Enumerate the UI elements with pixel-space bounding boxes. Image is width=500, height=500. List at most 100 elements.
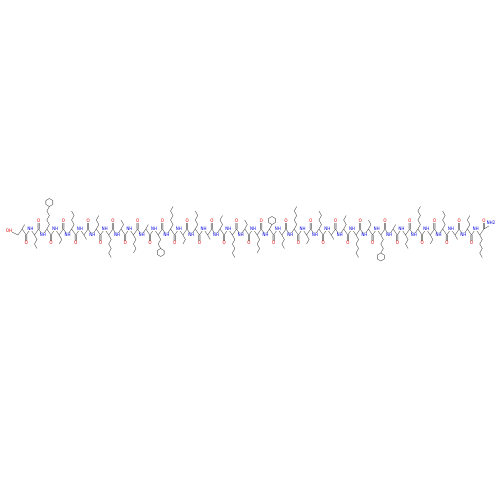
label-mask (336, 233, 343, 237)
nitrogen-label: NH (411, 232, 417, 237)
side-chain-bond (442, 210, 446, 230)
side-chain-bond (157, 234, 161, 249)
nitrogen-label: NH (114, 232, 120, 237)
label-mask (64, 233, 71, 237)
label-mask (237, 233, 244, 237)
oxygen-label: O (185, 218, 188, 223)
nitrogen-label: NH (40, 232, 46, 237)
side-chain-bond (454, 234, 458, 240)
label-mask (262, 233, 269, 237)
side-chain-bond (269, 224, 273, 230)
oxygen-label: O (37, 218, 40, 223)
side-chain-bond (207, 234, 211, 240)
oxygen-label: O (198, 240, 201, 245)
label-mask (89, 233, 96, 237)
oxygen-label: O (223, 240, 226, 245)
nitrogen-label: NH (188, 232, 194, 237)
nitrogen-label: NH (324, 226, 330, 231)
label-mask (113, 233, 120, 237)
label-mask (299, 227, 306, 231)
label-mask (138, 233, 145, 237)
oxygen-label: O (124, 240, 127, 245)
label-mask (373, 227, 380, 231)
oxygen-label: O (99, 240, 102, 245)
terminal-label: OH (6, 228, 12, 233)
side-chain-bond (232, 234, 236, 258)
label-mask (76, 227, 83, 231)
nitrogen-label: NH (312, 232, 318, 237)
nitrogen-label: NH (349, 226, 355, 231)
label-mask (200, 227, 207, 231)
label-mask (27, 227, 34, 231)
nitrogen-label: NH (64, 232, 70, 237)
nitrogen-label: NH (52, 226, 58, 231)
side-chain-bond (430, 234, 434, 245)
side-chain-bond (59, 234, 63, 245)
oxygen-label: O (433, 218, 436, 223)
label-mask (460, 233, 467, 237)
nitrogen-label: NH (213, 232, 219, 237)
label-mask (39, 233, 46, 237)
oxygen-label: O (322, 240, 325, 245)
label-mask (52, 227, 59, 231)
side-chain-bond (343, 215, 347, 230)
side-chain-bond (417, 206, 421, 230)
label-mask (435, 233, 442, 237)
label-mask (287, 233, 294, 237)
label-mask (410, 233, 417, 237)
terminal-bond (483, 225, 490, 230)
side-chain-bond (219, 215, 223, 230)
label-mask (225, 227, 232, 231)
side-chain-bond (21, 224, 25, 230)
nitrogen-label: NH (102, 226, 108, 231)
nitrogen-label: NH (151, 226, 157, 231)
label-mask (348, 227, 355, 231)
oxygen-label: O (408, 218, 411, 223)
terminal-label: NH2 (487, 220, 496, 225)
nitrogen-label: NH (262, 232, 268, 237)
oxygen-label: O (235, 218, 238, 223)
nitrogen-label: NH (126, 226, 132, 231)
nitrogen-label: NH (225, 226, 231, 231)
aromatic-ring (268, 216, 276, 225)
side-chain-bond (120, 219, 124, 230)
nitrogen-label: NH (238, 232, 244, 237)
oxygen-label: O (173, 240, 176, 245)
oxygen-label: O (74, 240, 77, 245)
label-mask (151, 227, 158, 231)
nitrogen-label: NH (250, 226, 256, 231)
oxygen-label: O (260, 218, 263, 223)
oxygen-label: O (346, 240, 349, 245)
oxygen-label: O (396, 240, 399, 245)
oxygen-label: O (87, 218, 90, 223)
oxygen-label: O (383, 218, 386, 223)
oxygen-label: O (445, 240, 448, 245)
oxygen-label: O (420, 240, 423, 245)
side-chain-bond (380, 234, 384, 254)
label-mask (447, 227, 454, 231)
nitrogen-label: NH (448, 226, 454, 231)
nitrogen-label: NH (460, 232, 466, 237)
aromatic-ring (45, 198, 54, 207)
oxygen-label: O (210, 218, 213, 223)
oxygen-label: O (25, 240, 28, 245)
oxygen-label: O (62, 218, 65, 223)
label-mask (126, 227, 133, 231)
oxygen-label: O (458, 218, 461, 223)
oxygen-label: O (297, 240, 300, 245)
oxygen-label: O (371, 240, 374, 245)
oxygen-label: O (284, 218, 287, 223)
label-mask (361, 233, 368, 237)
side-chain-bond (306, 234, 310, 245)
nitrogen-label: NH (299, 226, 305, 231)
side-chain-bond (71, 210, 75, 230)
label-mask (311, 233, 318, 237)
oxygen-label: O (136, 218, 139, 223)
nitrogen-label: NH (163, 232, 169, 237)
side-chain-bond (479, 234, 483, 258)
nitrogen-label: NH (89, 232, 95, 237)
nitrogen-label: NH (361, 232, 367, 237)
side-chain-bond (108, 234, 112, 258)
